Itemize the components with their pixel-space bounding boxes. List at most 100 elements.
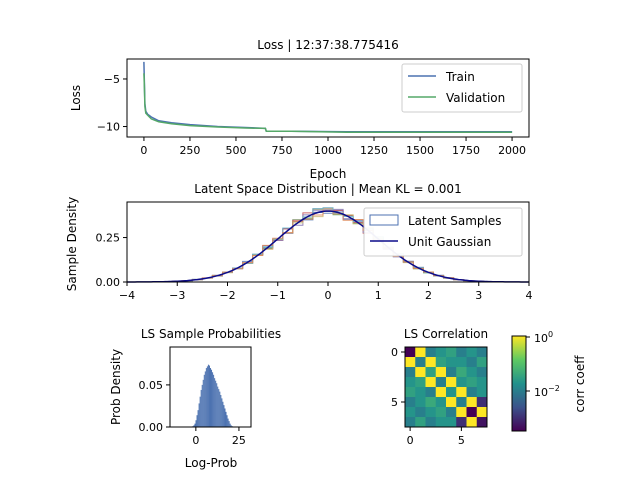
prob-bar (200, 389, 202, 427)
corr-cell (456, 357, 467, 368)
corr-cell (405, 377, 416, 388)
loss-ytick-label: −5 (104, 73, 120, 86)
corr-cell (435, 347, 447, 358)
corr-ytick-label: 0 (391, 346, 398, 359)
corr-cell (476, 407, 488, 418)
corr-cell (456, 377, 467, 388)
latent-ylabel: Sample Density (65, 197, 79, 291)
corr-cell (405, 367, 416, 378)
prob-xlabel: Log-Prob (185, 456, 237, 470)
latent-legend: Latent Samples Unit Gaussian (363, 207, 523, 257)
prob-bar (215, 380, 217, 427)
corr-cell (415, 377, 426, 388)
corr-cell (415, 367, 426, 378)
prob-bar (209, 368, 212, 427)
loss-xtick-label: 2000 (498, 144, 526, 157)
corr-cell (435, 387, 447, 398)
prob-bar (203, 374, 205, 427)
corr-cell (466, 377, 478, 388)
corr-cell (405, 387, 416, 398)
prob-bar (201, 384, 203, 427)
prob-bar (211, 369, 213, 427)
corr-cell (435, 357, 447, 368)
loss-xtick-label: 1000 (314, 144, 342, 157)
latent-xtick-label: −2 (219, 289, 235, 302)
prob-bar (208, 365, 210, 427)
ls-sample-probabilities-chart: LS Sample Probabilities 0 25 0.00 0.05 Log… (109, 327, 281, 470)
latent-xtick-label: 2 (425, 289, 432, 302)
corr-cell (446, 357, 457, 368)
corr-cell (435, 417, 447, 428)
prob-bar (214, 378, 216, 427)
prob-bar (198, 403, 200, 427)
loss-series-validation (143, 73, 513, 133)
corr-cell (446, 397, 457, 408)
corr-cell (456, 367, 467, 378)
prob-bar (193, 425, 195, 427)
corr-cell (405, 407, 416, 418)
prob-bar (204, 371, 206, 427)
legend-latent-samples-label: Latent Samples (408, 214, 502, 228)
corr-title: LS Correlation (404, 327, 488, 341)
corr-cell (466, 397, 478, 408)
prob-bar (221, 398, 223, 427)
loss-xtick-label: 1750 (452, 144, 480, 157)
corr-cell (415, 407, 426, 418)
prob-bar (195, 420, 197, 427)
corr-cell (405, 417, 416, 428)
prob-bar (218, 389, 220, 427)
prob-bar (212, 372, 214, 427)
corr-cell (446, 407, 457, 418)
colorbar-label: corr coeff (573, 355, 587, 413)
loss-chart: Loss | 12:37:38.775416 0 250 500 750 1000 125… (69, 38, 530, 181)
prob-bar (196, 415, 198, 427)
prob-bar (222, 401, 224, 427)
corr-cell (435, 377, 447, 388)
ls-correlation-chart: LS Correlation 0 5 0 5 100 10−2 corr coeff (391, 327, 587, 447)
corr-cell (456, 417, 467, 428)
latent-distribution-chart: Latent Space Distribution | Mean KL = 0.… (65, 182, 533, 302)
corr-cell (435, 407, 447, 418)
prob-xtick-label: 0 (192, 434, 199, 447)
corr-cell (425, 347, 437, 358)
latent-xtick-label: −1 (270, 289, 286, 302)
corr-ytick-label: 5 (391, 396, 398, 409)
latent-xtick-label: −3 (169, 289, 185, 302)
colorbar-gradient (511, 335, 527, 432)
corr-cell (446, 387, 457, 398)
corr-cell (476, 347, 488, 358)
corr-cell (476, 367, 488, 378)
corr-cell (456, 407, 467, 418)
latent-xtick-label: 1 (375, 289, 382, 302)
corr-cell (456, 387, 467, 398)
corr-cell (456, 347, 467, 358)
corr-cell (476, 397, 488, 408)
loss-xlabel: Epoch (310, 167, 347, 181)
corr-cell (476, 417, 488, 428)
prob-bar (219, 391, 221, 427)
prob-title: LS Sample Probabilities (141, 327, 281, 341)
corr-cell (476, 387, 488, 398)
prob-bar (206, 366, 208, 427)
corr-cell (425, 377, 437, 388)
loss-xtick-label: 1250 (360, 144, 388, 157)
corr-cell (435, 397, 447, 408)
corr-cell (435, 367, 447, 378)
loss-xtick-label: 750 (271, 144, 292, 157)
corr-cell (466, 407, 478, 418)
corr-cell (446, 367, 457, 378)
corr-cell (415, 397, 426, 408)
corr-cell (425, 417, 437, 428)
prob-bar (217, 386, 219, 427)
prob-axes-frame (169, 346, 252, 428)
prob-bar (226, 415, 228, 427)
corr-cell (415, 347, 426, 358)
loss-legend: Train Validation (401, 63, 523, 113)
corr-cell (466, 417, 478, 428)
corr-cell (466, 357, 478, 368)
prob-bar (194, 423, 196, 427)
colorbar-tick-top: 100 (534, 330, 553, 345)
corr-cell (476, 377, 488, 388)
prob-ytick-label: 0.00 (139, 421, 164, 434)
